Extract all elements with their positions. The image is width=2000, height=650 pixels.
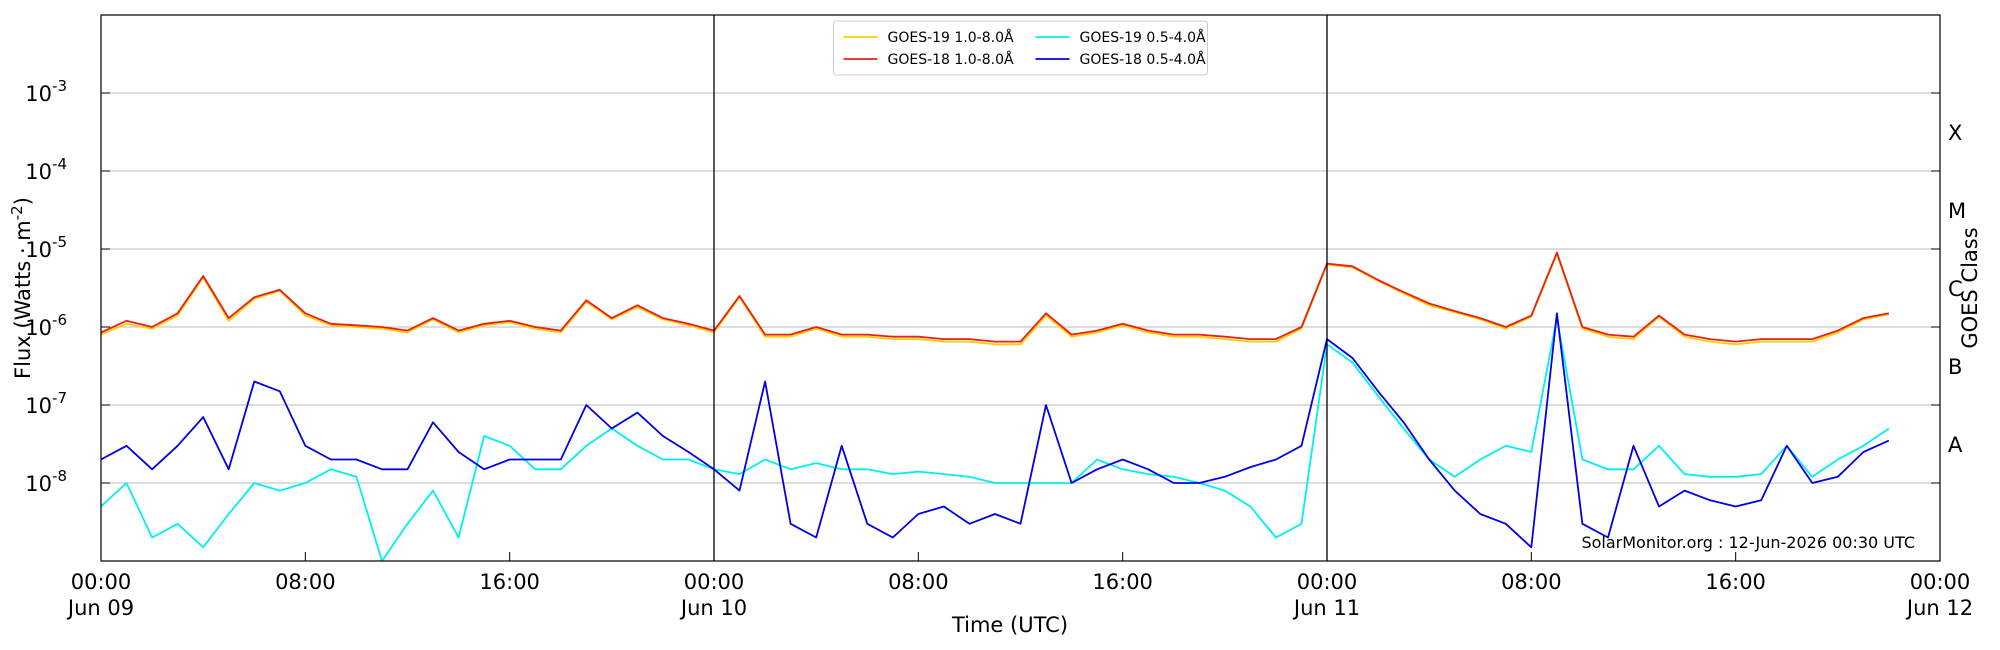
x-tick-label: 16:00 [1705,570,1766,594]
x-tick-label: 00:00 [1910,570,1971,594]
y-axis-label: Flux (Watts · m-2) [8,197,35,379]
y-tick-label-exp: -8 [52,467,67,485]
y-tick-label-exp: -5 [52,233,67,251]
legend-label: GOES-18 0.5-4.0Å [1080,51,1206,68]
y-tick-label-base: 10 [25,316,52,340]
goes-class-label: A [1948,433,1963,457]
x-tick-date: Jun 11 [1292,596,1360,620]
grid [101,92,1940,484]
x-axis-label: Time (UTC) [951,613,1068,637]
y-tick-label: 10-7 [25,389,67,418]
goes-class-label: M [1948,199,1966,223]
y-tick-label: 10-8 [25,467,67,496]
goes-class-label: X [1948,121,1962,145]
y-tick-label-base: 10 [25,394,52,418]
y-tick-label: 10-3 [25,77,67,106]
annotation: SolarMonitor.org : 12-Jun-2026 00:30 UTC [1581,533,1915,552]
y-axis-label-exponent: -2 [8,205,26,220]
y2-axis-label: GOES Class [1958,227,1982,348]
y-tick-label: 10-4 [25,155,67,184]
x-tick-label: 08:00 [888,570,949,594]
series-line [101,253,1890,346]
x-tick-label: 08:00 [275,570,336,594]
series-line [101,251,1890,343]
y-tick-label-base: 10 [25,472,52,496]
series-line [101,312,1890,549]
x-tick-date: Jun 10 [679,596,747,620]
y-tick-label: 10-6 [25,311,67,340]
legend-box [833,20,1208,76]
y-tick-label-exp: -4 [52,155,67,173]
series-line [101,317,1890,561]
x-tick-label: 00:00 [684,570,745,594]
x-tick-date: Jun 12 [1905,596,1973,620]
x-tick-label: 16:00 [1092,570,1153,594]
legend: GOES-19 1.0-8.0Å GOES-18 1.0-8.0Å GOES-19 … [833,20,1208,76]
x-tick-label: 00:00 [71,570,132,594]
y-tick-label-exp: -6 [52,311,67,329]
x-tick-date: Jun 09 [66,596,134,620]
x-tick-label: 08:00 [1501,570,1562,594]
legend-label: GOES-18 1.0-8.0Å [888,51,1014,68]
y-tick-label-exp: -3 [52,77,67,95]
legend-label: GOES-19 1.0-8.0Å [888,29,1014,46]
x-tick-label: 16:00 [479,570,540,594]
x-tick-label: 00:00 [1297,570,1358,594]
y-tick-label-base: 10 [25,160,52,184]
legend-label: GOES-19 0.5-4.0Å [1080,29,1206,46]
goes-class-label: C [1948,277,1963,301]
y-axis-label-end: ) [11,197,35,205]
y-tick-label-base: 10 [25,238,52,262]
lines [101,251,1890,561]
y-tick-label: 10-5 [25,233,67,262]
y-tick-label-base: 10 [25,82,52,106]
goes-class-label: B [1948,355,1962,379]
y-axis-label-text: Flux (Watts · m [11,220,35,379]
plot-area [101,15,1940,561]
plot-frame [100,14,1941,562]
y-tick-label-exp: -7 [52,389,67,407]
